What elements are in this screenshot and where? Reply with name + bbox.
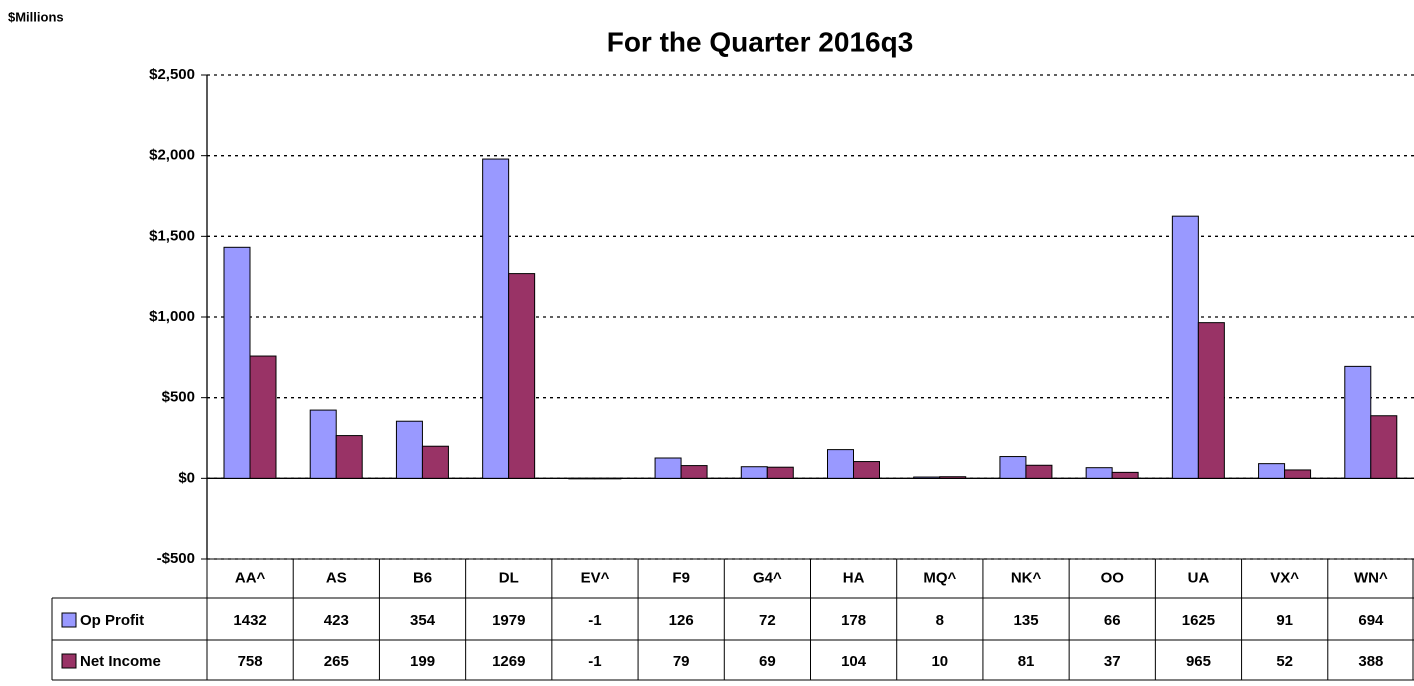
table-value: 72 — [759, 612, 776, 629]
y-tick-label: $1,000 — [149, 308, 195, 325]
bar — [1344, 365, 1372, 479]
bar — [594, 477, 622, 480]
table-value: 52 — [1276, 653, 1293, 670]
legend-label: Op Profit — [80, 612, 144, 629]
bar — [1025, 464, 1053, 479]
table-value: 1625 — [1182, 612, 1215, 629]
bar — [395, 420, 423, 479]
bar — [766, 466, 794, 479]
table-value: 104 — [841, 653, 867, 670]
table-value: 37 — [1104, 653, 1121, 670]
bar — [680, 465, 708, 479]
table-value: -1 — [588, 653, 601, 670]
x-tick-label: AA^ — [235, 569, 266, 586]
x-tick-label: MQ^ — [923, 569, 956, 586]
x-tick-label: DL — [499, 569, 519, 586]
table-value: 79 — [673, 653, 690, 670]
table-value: 199 — [410, 653, 435, 670]
legend-label: Net Income — [80, 653, 161, 670]
table-value: 423 — [324, 612, 349, 629]
table-value: 8 — [936, 612, 944, 629]
x-tick-label: EV^ — [581, 569, 610, 586]
bar — [508, 273, 536, 479]
table-value: 178 — [841, 612, 866, 629]
table-value: 126 — [669, 612, 694, 629]
table-value: 1269 — [492, 653, 525, 670]
bar — [309, 409, 337, 479]
x-tick-label: AS — [326, 569, 347, 586]
legend-swatch — [61, 653, 77, 669]
chart-title: For the Quarter 2016q3 — [607, 26, 914, 57]
bar — [1370, 415, 1398, 479]
table-value: 388 — [1358, 653, 1383, 670]
bar — [1284, 469, 1312, 479]
table-value: 81 — [1018, 653, 1035, 670]
x-tick-label: G4^ — [753, 569, 782, 586]
table-value: 66 — [1104, 612, 1121, 629]
bar — [853, 461, 880, 479]
bar — [654, 457, 682, 479]
bar — [999, 456, 1027, 479]
unit-label: $Millions — [8, 9, 64, 24]
y-tick-label: $2,000 — [149, 147, 195, 164]
table-value: 69 — [759, 653, 776, 670]
x-tick-label: WN^ — [1354, 569, 1388, 586]
x-tick-label: B6 — [413, 569, 432, 586]
bar — [335, 435, 363, 479]
bar — [939, 476, 967, 479]
y-tick-label: $1,500 — [149, 227, 195, 244]
bar — [1111, 471, 1139, 479]
table-value: 91 — [1276, 612, 1293, 629]
table-value: 10 — [931, 653, 948, 670]
x-tick-label: HA — [843, 569, 865, 586]
table-value: 758 — [238, 653, 263, 670]
bar — [1197, 322, 1225, 479]
bar — [913, 476, 941, 479]
x-tick-label: OO — [1101, 569, 1125, 586]
bar — [1085, 467, 1113, 479]
x-tick-label: VX^ — [1270, 569, 1299, 586]
bar — [568, 477, 596, 480]
bar — [1171, 215, 1199, 479]
legend-swatch — [61, 612, 77, 628]
table-value: 965 — [1186, 653, 1211, 670]
y-tick-label: $500 — [162, 389, 195, 406]
bar — [482, 158, 510, 479]
y-tick-label: $2,500 — [149, 66, 195, 83]
y-tick-label: -$500 — [157, 550, 195, 567]
x-tick-label: NK^ — [1011, 569, 1042, 586]
table-value: -1 — [588, 612, 601, 629]
y-tick-label: $0 — [178, 469, 195, 486]
table-value: 135 — [1014, 612, 1039, 629]
bar — [223, 246, 251, 479]
table-value: 1432 — [233, 612, 266, 629]
table-value: 354 — [410, 612, 436, 629]
bar — [1258, 463, 1286, 479]
x-tick-label: UA — [1188, 569, 1210, 586]
x-tick-label: F9 — [672, 569, 690, 586]
bar — [740, 466, 768, 479]
bar — [249, 355, 277, 479]
table-value: 694 — [1358, 612, 1384, 629]
table-value: 265 — [324, 653, 349, 670]
table-value: 1979 — [492, 612, 525, 629]
bar — [827, 449, 854, 479]
bar — [421, 445, 449, 479]
